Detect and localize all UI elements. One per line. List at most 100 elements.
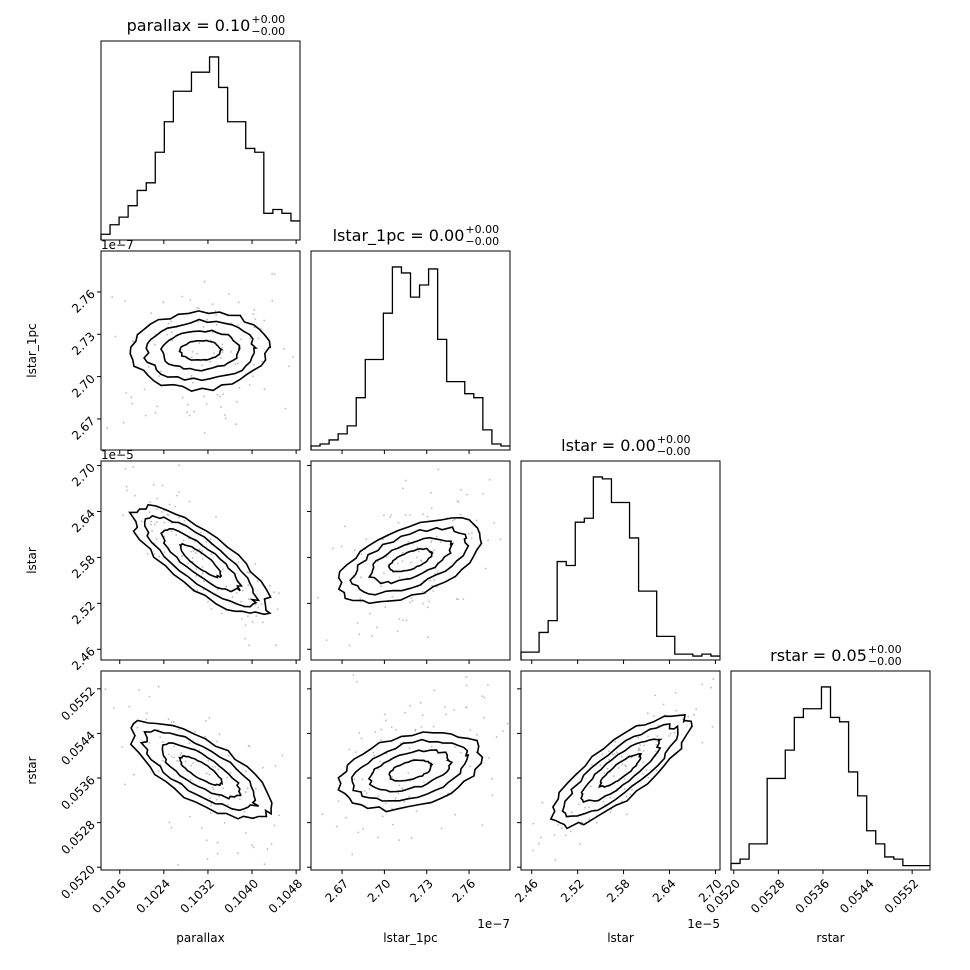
contour-line [580,738,663,804]
sample-point [626,813,628,816]
panel-frame [310,250,511,451]
sample-point [482,716,485,719]
sample-point [133,773,135,776]
sample-point [440,827,443,830]
sample-point [361,778,364,781]
x-tick-label: 0.0528 [748,876,788,916]
sample-point [581,821,583,824]
sample-point [237,324,239,326]
sample-point [421,714,424,717]
sample-point [384,606,387,609]
sample-point [245,832,247,834]
sample-point [405,619,408,622]
sample-point [673,731,676,734]
sample-point [444,705,446,708]
sample-point [124,467,127,470]
sample-point [278,592,280,595]
sample-point [428,600,430,603]
sample-point [321,813,324,815]
sample-point [488,756,490,759]
x-axis-label-lstar: lstar [607,931,634,945]
sample-point [637,749,640,752]
panel-frame [520,460,721,661]
sample-point [221,351,224,353]
sample-point [149,501,151,504]
sample-point [161,741,164,743]
sample-point [170,721,173,724]
sample-point [252,846,255,849]
sample-point [410,836,413,839]
sample-point [204,735,207,738]
sample-point [629,793,632,796]
sample-point [465,706,468,709]
sample-point [254,318,257,320]
sample-point [643,744,645,747]
sample-point [210,803,213,805]
x-tick-label: 0.0552 [882,876,922,916]
sample-point [216,740,219,743]
sample-point [360,553,363,555]
sample-point [147,366,150,368]
sample-point [247,584,250,587]
sample-point [639,744,642,746]
sample-point [335,825,338,828]
sample-point [687,715,690,718]
sample-point [220,406,222,409]
sample-point [246,571,249,574]
sample-point [398,576,401,579]
sample-point [111,296,114,299]
sample-point [212,788,215,791]
sample-point [193,540,196,543]
sample-point [584,806,586,809]
sample-point [460,488,462,491]
sample-point [112,707,115,710]
sample-point [122,422,125,424]
sample-point [420,726,423,728]
y-tick-label: 2.58 [69,552,98,581]
sample-point [216,588,219,591]
sample-point [462,598,465,600]
sample-point [173,745,176,748]
sample-point [385,719,387,722]
sample-point [409,780,411,782]
sample-point [602,800,605,803]
sample-point [483,696,486,699]
sample-point [391,596,394,598]
sample-point [221,346,224,349]
sample-point [418,550,420,553]
sample-point [216,394,219,396]
sample-point [365,792,368,795]
sample-point [125,392,128,394]
sample-point [621,763,624,765]
sample-point [155,538,158,541]
sample-point [238,386,241,389]
y-tick-label: 2.73 [69,329,98,358]
sample-point [222,787,225,789]
sample-point [215,323,218,326]
sample-point [281,754,284,757]
sample-point [221,343,224,346]
sample-point [287,365,290,368]
sample-point [209,812,212,815]
sample-point [248,572,250,574]
title-lower-error: −0.00 [251,25,285,38]
sample-point [433,549,436,551]
y-tick-label: 2.67 [69,414,98,443]
sample-point [174,505,177,508]
sample-point [223,822,226,824]
sample-point [354,576,356,579]
sample-point [208,773,211,776]
sample-point [236,362,239,365]
title-lstar_1pc: lstar_1pc = 0.00 [333,226,465,246]
sample-point [249,337,251,340]
sample-point [469,765,472,768]
contour-line [337,731,484,813]
sample-point [273,273,276,276]
y-tick-label: 2.46 [69,644,98,673]
sample-point [569,830,572,833]
sample-point [390,514,392,516]
sample-point [273,824,276,827]
sample-point [189,299,192,301]
sample-point [171,339,174,342]
sample-point [257,337,260,340]
